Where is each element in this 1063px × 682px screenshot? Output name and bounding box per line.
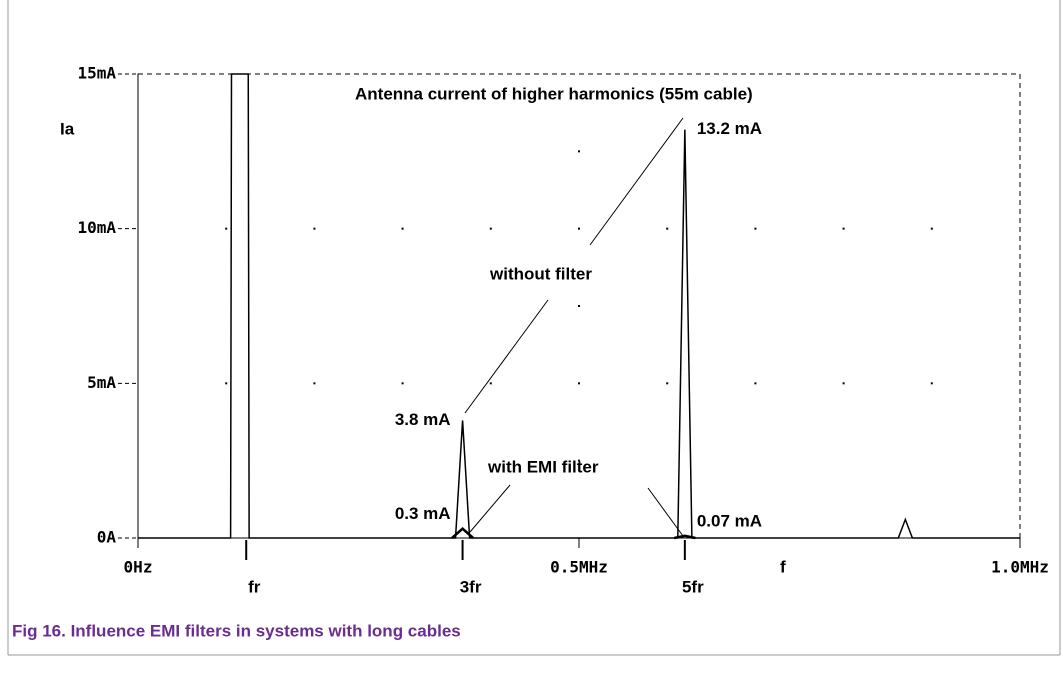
grid-dot bbox=[930, 227, 933, 230]
y-tick-label: 0A bbox=[97, 528, 117, 547]
y-axis-label: Ia bbox=[60, 119, 75, 138]
grid-dot bbox=[489, 227, 492, 230]
value-label: 0.07 mA bbox=[697, 511, 762, 530]
caption: Fig 16. Influence EMI filters in systems… bbox=[12, 621, 461, 640]
chart-title: Antenna current of higher harmonics (55m… bbox=[355, 84, 753, 103]
pointer bbox=[464, 299, 549, 414]
y-tick-label: 15mA bbox=[77, 64, 116, 83]
grid-dot bbox=[666, 227, 669, 230]
grid-dot bbox=[754, 227, 757, 230]
grid-dot bbox=[313, 227, 316, 230]
grid-dot bbox=[225, 382, 228, 385]
grid-dot bbox=[313, 382, 316, 385]
grid-dot bbox=[225, 227, 228, 230]
harmonic-label: fr bbox=[248, 577, 261, 596]
x-tick-label: 1.0MHz bbox=[991, 558, 1049, 577]
pointer bbox=[469, 484, 511, 533]
series-name: with EMI filter bbox=[487, 457, 599, 476]
series-line bbox=[138, 73, 1020, 539]
grid-dot bbox=[578, 382, 580, 385]
harmonic-label: 5fr bbox=[682, 577, 704, 596]
x-tick-label: 0.5MHz bbox=[550, 558, 608, 577]
grid-dot bbox=[401, 227, 404, 230]
grid-dot bbox=[578, 150, 580, 153]
pointer bbox=[589, 117, 684, 246]
series-line bbox=[451, 527, 474, 539]
grid-dot bbox=[930, 382, 933, 385]
grid-dot bbox=[842, 227, 845, 230]
grid-dot bbox=[578, 305, 580, 307]
grid-dot bbox=[401, 382, 404, 385]
grid-dot bbox=[842, 382, 845, 385]
grid-dot bbox=[666, 382, 669, 385]
pointer bbox=[647, 487, 684, 537]
series-name: without filter bbox=[489, 264, 592, 283]
x-tick-label: 0Hz bbox=[124, 558, 153, 577]
y-tick-label: 5mA bbox=[87, 373, 116, 392]
grid-dot bbox=[578, 227, 580, 230]
grid-dot bbox=[754, 382, 757, 385]
grid-dot bbox=[578, 459, 580, 462]
value-label: 13.2 mA bbox=[697, 119, 762, 138]
x-axis-label: f bbox=[780, 557, 786, 576]
y-tick-label: 10mA bbox=[77, 218, 116, 237]
harmonic-label: 3fr bbox=[460, 577, 482, 596]
grid-dot bbox=[489, 382, 492, 385]
value-label: 0.3 mA bbox=[395, 504, 451, 523]
series-line bbox=[674, 534, 696, 540]
value-label: 3.8 mA bbox=[395, 410, 451, 429]
